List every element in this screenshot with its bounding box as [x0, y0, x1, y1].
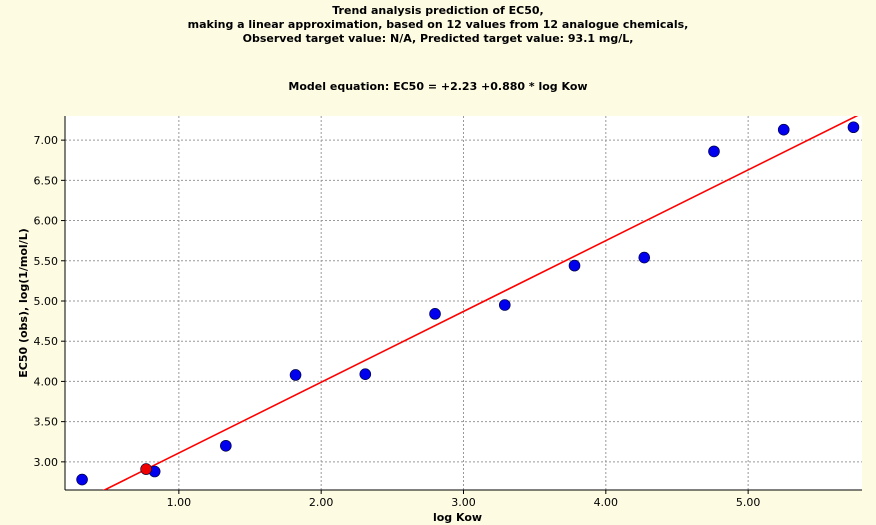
data-point — [359, 368, 372, 380]
target-point — [140, 463, 152, 475]
data-point — [429, 308, 441, 320]
x-axis-title: log Kow — [433, 511, 482, 524]
y-tick-label: 7.00 — [34, 134, 59, 147]
data-point — [847, 121, 860, 134]
x-tick-label: 2.00 — [309, 496, 334, 509]
y-axis-title: EC50 (obs), log(1/mol/L) — [17, 228, 30, 378]
y-tick-label: 3.50 — [34, 416, 59, 429]
data-point — [76, 473, 88, 486]
y-tick-label: 3.00 — [34, 456, 59, 469]
chart-title-line-3: Observed target value: N/A, Predicted ta… — [242, 32, 634, 45]
y-tick-label: 4.50 — [34, 335, 59, 348]
data-point — [289, 369, 302, 381]
y-tick-label: 6.50 — [34, 174, 59, 187]
x-tick-label: 4.00 — [594, 496, 619, 509]
model-equation: Model equation: EC50 = +2.23 +0.880 * lo… — [288, 80, 588, 93]
data-point — [220, 439, 232, 452]
x-tick-label: 3.00 — [451, 496, 476, 509]
data-point — [638, 251, 651, 264]
x-tick-label: 1.00 — [167, 496, 192, 509]
x-tick-label: 5.00 — [736, 496, 761, 509]
chart-title: Trend analysis prediction of EC50, makin… — [0, 4, 876, 46]
y-tick-label: 4.00 — [34, 375, 59, 388]
y-tick-label: 5.50 — [34, 255, 59, 268]
chart-title-line-1: Trend analysis prediction of EC50, — [332, 4, 544, 17]
trend-line — [102, 116, 859, 490]
data-point — [498, 299, 511, 311]
data-point — [777, 123, 790, 136]
data-point — [708, 145, 720, 158]
y-tick-label: 5.00 — [34, 295, 59, 308]
chart-title-line-2: making a linear approximation, based on … — [187, 18, 689, 31]
plot-area — [65, 116, 862, 490]
y-tick-label: 6.00 — [34, 215, 59, 228]
data-point — [568, 259, 581, 272]
